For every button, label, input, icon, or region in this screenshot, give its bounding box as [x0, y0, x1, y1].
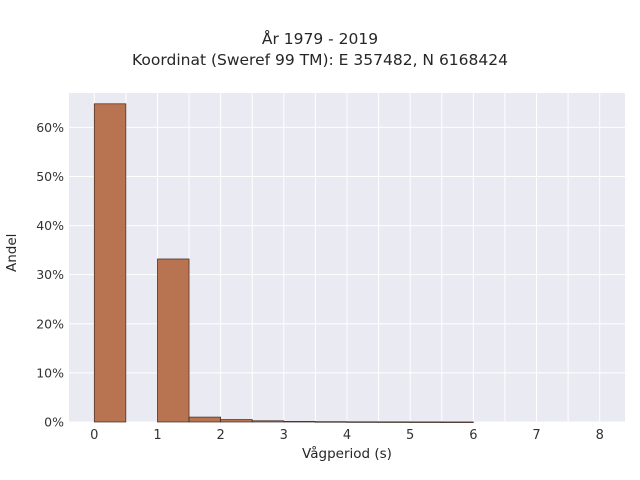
x-tick-label: 6: [469, 428, 477, 443]
y-tick-label: 0%: [44, 415, 64, 430]
y-tick-label: 30%: [36, 267, 64, 282]
chart-title: År 1979 - 2019: [261, 30, 379, 48]
histogram-bar: [378, 421, 411, 423]
histogram-bar: [188, 416, 221, 423]
histogram-bar: [441, 421, 474, 423]
y-tick-label: 20%: [36, 316, 64, 331]
x-tick-label: 1: [153, 428, 161, 443]
chart-subtitle: Koordinat (Sweref 99 TM): E 357482, N 61…: [132, 51, 508, 69]
histogram-bar: [157, 258, 190, 423]
x-axis-title: Vågperiod (s): [302, 446, 392, 462]
y-tick-label: 60%: [36, 120, 64, 135]
x-tick-label: 8: [596, 428, 604, 443]
x-tick-label: 7: [532, 428, 540, 443]
histogram-bar: [93, 103, 127, 423]
histogram-bar: [283, 421, 316, 423]
histogram-bar: [346, 421, 379, 423]
histogram-bar: [220, 419, 253, 423]
x-tick-label: 3: [280, 428, 288, 443]
y-tick-label: 40%: [36, 218, 64, 233]
histogram-bar: [409, 421, 443, 423]
histogram-bar: [251, 420, 285, 423]
x-tick-label: 2: [216, 428, 224, 443]
x-tick-label: 4: [343, 428, 351, 443]
x-tick-label: 0: [90, 428, 98, 443]
histogram-bar: [315, 421, 348, 423]
y-tick-label: 10%: [36, 365, 64, 380]
y-axis-title: Andel: [4, 233, 20, 272]
y-tick-label: 50%: [36, 169, 64, 184]
x-tick-label: 5: [406, 428, 414, 443]
